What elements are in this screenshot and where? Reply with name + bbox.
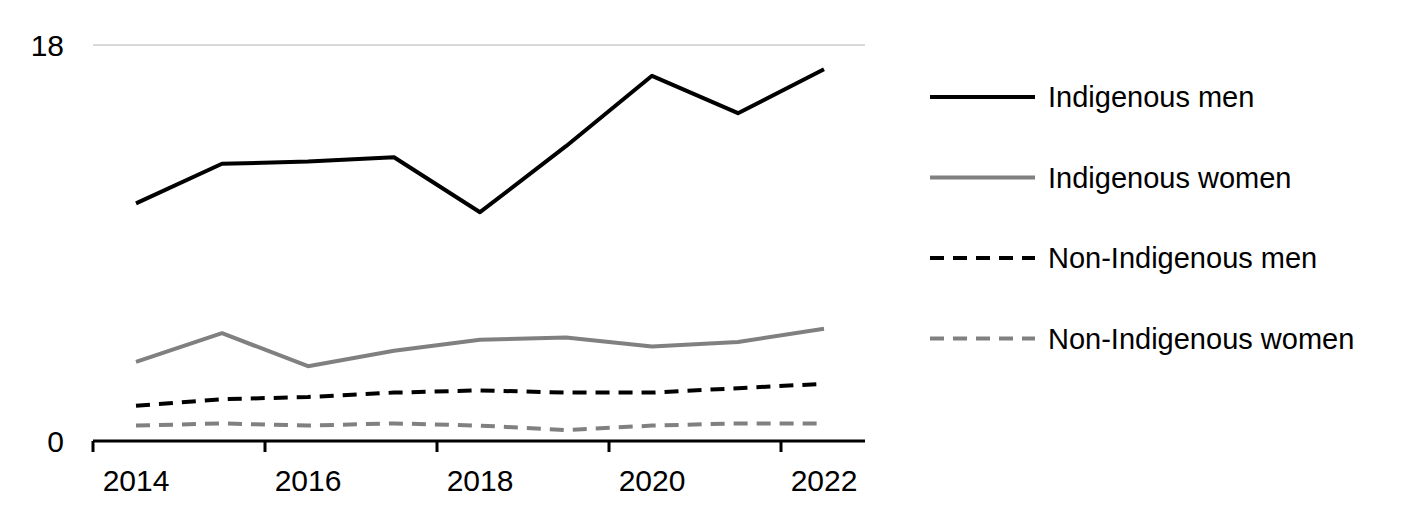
x-tick-label: 2014 bbox=[103, 464, 170, 497]
y-tick-label: 18 bbox=[31, 29, 64, 62]
x-tick-label: 2016 bbox=[275, 464, 342, 497]
grid-line bbox=[93, 44, 865, 46]
series-line bbox=[136, 329, 824, 366]
legend-swatch bbox=[930, 95, 1035, 99]
legend-swatch bbox=[930, 337, 1035, 341]
series-line bbox=[136, 423, 824, 430]
y-tick-label: 0 bbox=[47, 425, 64, 458]
x-tick bbox=[436, 441, 439, 452]
plot-lines bbox=[136, 69, 824, 430]
legend-label: Non-Indigenous women bbox=[1048, 323, 1354, 355]
legend-label: Indigenous men bbox=[1048, 81, 1254, 113]
legend-label: Non-Indigenous men bbox=[1048, 242, 1317, 274]
legend-line: Indigenous men bbox=[1048, 81, 1254, 113]
legend-line: Non-Indigenous women bbox=[1048, 323, 1354, 355]
x-tick-label: 2018 bbox=[447, 464, 514, 497]
x-tick bbox=[92, 441, 95, 452]
x-tick bbox=[608, 441, 611, 452]
legend-line: Indigenous women bbox=[1048, 162, 1291, 194]
series-line bbox=[136, 69, 824, 212]
x-tick-label: 2022 bbox=[791, 464, 858, 497]
legend-swatch bbox=[930, 256, 1035, 260]
chart: 0 18 2014 2016 2018 2020 2022 Indigenous men Ind… bbox=[0, 0, 1403, 527]
legend-swatch bbox=[930, 176, 1035, 180]
legend-line: Non-Indigenous men bbox=[1048, 242, 1317, 274]
x-tick-label: 2020 bbox=[619, 464, 686, 497]
x-tick bbox=[780, 441, 783, 452]
legend-label: Indigenous women bbox=[1048, 162, 1291, 194]
x-tick bbox=[264, 441, 267, 452]
series-line bbox=[136, 384, 824, 406]
x-axis-line bbox=[93, 440, 865, 443]
